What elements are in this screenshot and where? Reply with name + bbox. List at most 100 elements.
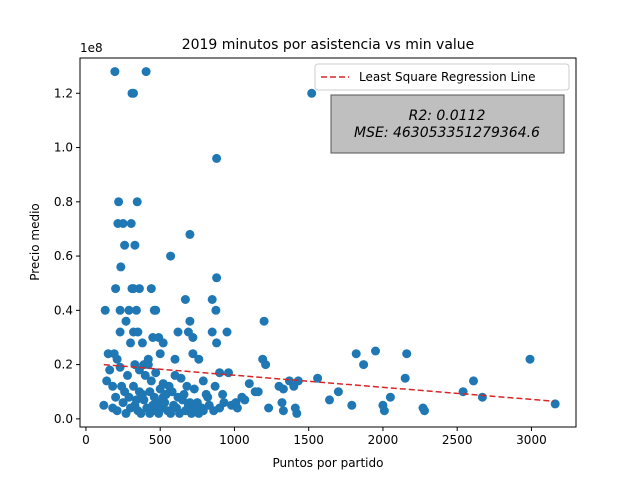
data-point	[129, 88, 138, 98]
data-point	[155, 349, 165, 359]
stats-box-background	[330, 94, 565, 154]
stats-box: R2: 0.0112 MSE: 463053351279364.6	[330, 94, 565, 154]
data-point	[277, 398, 287, 408]
data-point	[100, 305, 110, 315]
data-point	[231, 398, 241, 408]
legend-label: Least Square Regression Line	[359, 70, 536, 84]
data-point	[219, 398, 229, 408]
data-point	[261, 360, 271, 370]
data-point	[550, 399, 560, 409]
y-tick-label: 0.6	[54, 249, 73, 263]
data-point	[132, 197, 142, 207]
data-point	[161, 389, 171, 399]
data-point	[115, 305, 125, 315]
data-point	[290, 403, 300, 413]
data-point	[108, 381, 118, 391]
data-point	[143, 360, 153, 370]
y-axis-offset-label: 1e8	[80, 41, 103, 55]
chart-title: 2019 minutos por asistencia vs min value	[182, 37, 475, 53]
data-point	[102, 376, 112, 386]
data-point	[179, 389, 189, 399]
data-point	[212, 338, 222, 348]
regression-line	[103, 363, 554, 402]
data-point	[189, 384, 199, 394]
y-tick-label: 1.0	[54, 141, 73, 155]
data-point	[185, 229, 195, 239]
data-point	[134, 284, 144, 294]
data-point	[201, 389, 211, 399]
data-point	[155, 384, 165, 394]
data-point	[123, 370, 132, 380]
data-point	[137, 338, 147, 348]
data-point	[218, 389, 228, 399]
data-point	[99, 400, 109, 410]
data-point	[158, 338, 168, 348]
data-point	[400, 373, 410, 383]
y-tick-label: 0.4	[54, 303, 73, 317]
data-point	[293, 376, 303, 386]
data-point	[180, 295, 190, 304]
data-point	[477, 392, 487, 402]
data-point	[126, 219, 136, 228]
data-point	[131, 305, 141, 315]
data-point	[224, 368, 233, 378]
data-point	[420, 406, 429, 416]
data-point	[130, 240, 140, 250]
data-point	[188, 349, 198, 359]
data-point	[141, 67, 151, 77]
data-point	[222, 327, 232, 337]
x-tick-label: 3000	[516, 433, 547, 447]
data-point	[185, 316, 195, 326]
data-point	[212, 153, 222, 163]
data-point	[469, 376, 478, 386]
stats-mse: MSE: 463053351279364.6	[354, 125, 540, 141]
data-point	[385, 392, 395, 402]
data-point	[121, 316, 131, 326]
data-point	[118, 398, 128, 408]
data-point	[115, 362, 125, 372]
data-point	[244, 379, 254, 389]
data-point	[351, 349, 361, 359]
data-point	[307, 88, 317, 98]
data-point	[211, 305, 221, 315]
data-point	[116, 262, 126, 272]
data-point	[207, 327, 217, 337]
data-point	[325, 395, 334, 405]
data-point	[278, 406, 288, 416]
data-point	[149, 392, 159, 402]
data-point	[124, 392, 134, 402]
plot-frame	[79, 57, 577, 428]
data-point	[347, 400, 357, 410]
data-point	[112, 406, 122, 416]
x-axis: 0 500 1000 1500 2000 2500 3000	[82, 427, 547, 447]
data-point	[212, 273, 222, 283]
data-point	[525, 354, 535, 364]
data-point	[192, 398, 202, 408]
data-point	[379, 406, 389, 416]
data-point	[198, 406, 208, 416]
x-tick-label: 1000	[219, 433, 250, 447]
data-point	[250, 387, 260, 397]
x-tick-label: 0	[82, 433, 90, 447]
data-point	[371, 346, 380, 356]
data-point	[114, 197, 124, 207]
data-point	[313, 373, 323, 383]
data-point	[333, 387, 343, 397]
data-point	[151, 368, 161, 378]
data-point	[240, 395, 250, 405]
data-point	[402, 349, 412, 359]
data-point	[151, 305, 161, 315]
data-point	[129, 381, 138, 391]
x-tick-label: 2000	[368, 433, 399, 447]
data-point	[111, 392, 121, 402]
data-point	[198, 376, 208, 386]
y-tick-label: 0.2	[54, 358, 73, 372]
data-point	[146, 284, 156, 294]
data-point	[210, 381, 220, 391]
data-point	[136, 408, 146, 418]
data-point	[188, 333, 198, 342]
stats-r2: R2: 0.0112	[409, 108, 486, 124]
data-point	[359, 360, 369, 370]
y-axis-label: Precio medio	[28, 203, 42, 281]
data-point	[105, 365, 115, 375]
